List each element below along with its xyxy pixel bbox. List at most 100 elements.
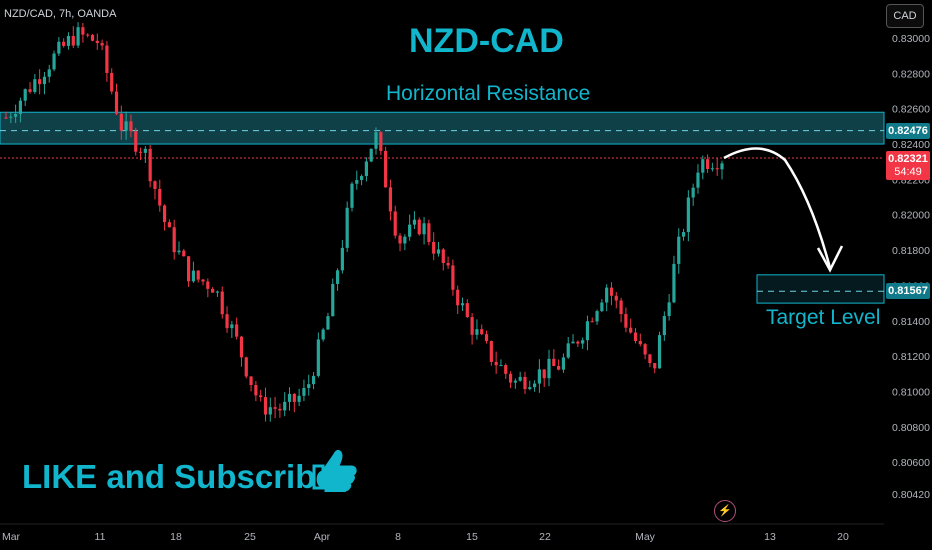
candle-body [427, 223, 431, 242]
candle-body [268, 407, 272, 415]
resistance-zone [0, 111, 885, 145]
candle-body [311, 375, 316, 385]
candle-body [720, 163, 724, 170]
candle-body [653, 363, 657, 369]
candle-body [182, 250, 186, 257]
candle-body [494, 361, 498, 366]
candle-body [557, 365, 561, 370]
y-tick-label: 0.83000 [892, 33, 930, 45]
candle-body [566, 343, 570, 358]
candle-body [480, 329, 484, 335]
y-tick-label: 0.81000 [892, 386, 930, 398]
candle-body [648, 354, 652, 364]
candle-body [489, 341, 493, 362]
symbol-label: NZD/CAD, 7h, OANDA [4, 8, 117, 20]
candle-body [316, 339, 320, 376]
candle-body [287, 393, 292, 402]
x-tick-label: Apr [314, 531, 331, 543]
candle-body [196, 270, 200, 280]
candle-body [441, 249, 445, 263]
candle-body [263, 397, 268, 415]
candle-body [600, 302, 604, 312]
candle-body [547, 358, 551, 379]
y-tick-label: 0.80800 [892, 422, 930, 434]
like-subscribe-text: LIKE and Subscribe [22, 458, 334, 495]
currency-button[interactable]: CAD [886, 4, 924, 28]
candle-body [643, 344, 647, 355]
candle-body [403, 236, 407, 244]
candle-body [62, 41, 66, 46]
candle-body [124, 121, 128, 131]
candle-body [148, 148, 152, 182]
candle-body [340, 247, 344, 271]
y-tick-label: 0.80420 [892, 489, 930, 501]
y-tick-label: 0.81800 [892, 245, 930, 257]
candle-body [451, 265, 455, 290]
candle-body [201, 279, 205, 282]
candle-body [326, 316, 330, 330]
candle-body [585, 321, 590, 341]
candle-body [605, 287, 609, 303]
candle-body [528, 387, 532, 390]
candle-body [417, 219, 421, 235]
projection-arrowhead [816, 245, 844, 273]
candle-body [369, 148, 373, 162]
y-tick-label: 0.82400 [892, 139, 930, 151]
y-tick-label: 0.81400 [892, 316, 930, 328]
x-tick-label: 20 [837, 531, 849, 543]
candle-body [475, 329, 479, 335]
candle-body [701, 159, 705, 173]
candle-body [259, 395, 263, 398]
candle-body [614, 295, 618, 301]
candle-body [590, 321, 594, 323]
candle-body [33, 79, 37, 92]
candle-body [86, 34, 90, 36]
target-zone [756, 274, 885, 304]
candle-body [158, 188, 162, 206]
candle-body [143, 148, 147, 153]
candle-body [715, 168, 719, 170]
candle-body [90, 35, 95, 41]
candle-body [571, 341, 575, 344]
lightning-icon[interactable]: ⚡ [714, 500, 736, 522]
candle-body [52, 53, 56, 70]
candle-body [581, 340, 585, 344]
candle-body [23, 89, 27, 101]
candle-body [705, 159, 710, 169]
candle-body [177, 250, 181, 253]
candle-body [47, 69, 51, 77]
resistance-price-tag: 0.82476 [886, 123, 930, 139]
candle-body [297, 395, 301, 402]
candle-body [667, 302, 671, 317]
candle-body [465, 303, 469, 318]
candle-body [278, 408, 282, 411]
candle-body [657, 335, 662, 369]
x-tick-label: 22 [539, 531, 551, 543]
candle-body [384, 150, 388, 188]
candle-body [95, 40, 99, 44]
candle-body [518, 376, 522, 381]
candle-body [350, 183, 354, 208]
resistance-label: Horizontal Resistance [386, 82, 591, 105]
candle-body [532, 383, 537, 388]
candle-body [504, 365, 508, 374]
candle-body [345, 207, 349, 248]
candle-body [187, 256, 191, 282]
candle-body [215, 291, 220, 293]
candle-body [110, 72, 114, 92]
candle-body [302, 387, 306, 396]
candle-body [470, 317, 474, 335]
candle-body [633, 332, 638, 341]
target-label: Target Level [766, 306, 881, 329]
candle-body [456, 289, 460, 306]
candle-body [460, 303, 465, 306]
candle-body [211, 288, 215, 293]
candle-body [225, 314, 229, 329]
candle-body [412, 219, 417, 225]
candle-body [254, 385, 258, 396]
candle-body [244, 357, 248, 377]
candle-body [355, 180, 359, 184]
candle-body [42, 76, 47, 85]
candle-body [134, 131, 138, 152]
candle-body [230, 324, 234, 329]
